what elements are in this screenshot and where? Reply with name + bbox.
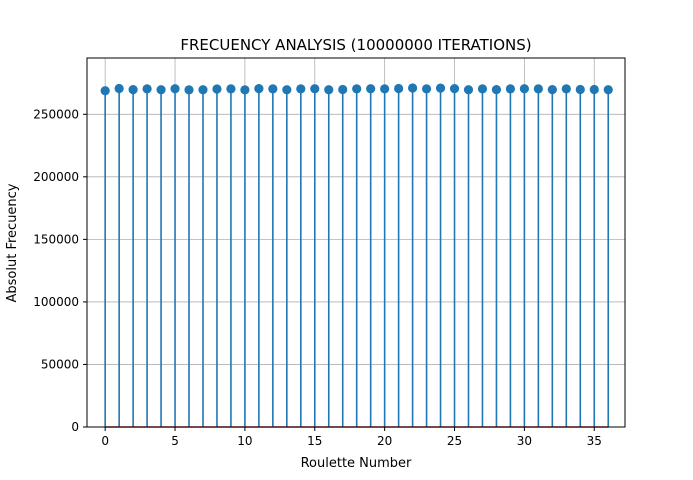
x-tick-label: 5 — [171, 434, 179, 448]
y-tick-label: 100000 — [33, 295, 79, 309]
x-tick-label: 25 — [447, 434, 462, 448]
stem-marker — [589, 84, 599, 95]
stem-marker — [170, 84, 180, 94]
stem-marker — [380, 84, 390, 94]
stem-marker — [114, 83, 124, 94]
stem-marker — [407, 83, 418, 93]
stem-marker — [184, 85, 194, 95]
stem-marker — [226, 84, 236, 94]
stem-marker — [324, 85, 334, 95]
stem-marker — [366, 84, 376, 94]
y-axis-title: Absolut Frecuency — [5, 183, 20, 302]
stem-marker — [268, 84, 278, 94]
stem-marker — [435, 83, 446, 93]
stem-marker — [575, 84, 585, 95]
plot-frame — [86, 57, 626, 428]
x-tick-label: 15 — [307, 434, 322, 448]
chart-title: FRECUENCY ANALYSIS (10000000 ITERATIONS) — [180, 36, 531, 54]
stem-marker — [491, 85, 502, 95]
stem-marker — [519, 84, 529, 94]
axis-ticks: 0 5 10 15 20 25 30 35 0 50000 100000 150000 200000 25… — [33, 107, 602, 448]
stem-marker — [240, 85, 250, 95]
stem-marker — [100, 86, 110, 96]
stem-series — [100, 83, 613, 428]
stem-marker — [296, 84, 306, 94]
stem-marker — [156, 85, 166, 95]
stem-marker — [533, 84, 543, 94]
stem-marker — [142, 84, 152, 94]
stem-marker — [198, 85, 208, 95]
stem-marker — [449, 84, 460, 94]
stem-marker — [352, 84, 362, 94]
stem-marker — [254, 84, 264, 94]
y-tick-label: 50000 — [41, 357, 79, 371]
stem-marker — [561, 84, 571, 94]
x-tick-label: 0 — [101, 434, 109, 448]
y-tick-label: 150000 — [33, 232, 79, 246]
stem-marker — [282, 85, 292, 95]
stem-marker — [421, 84, 432, 94]
x-tick-label: 35 — [587, 434, 602, 448]
stem-marker — [310, 84, 320, 94]
stem-marker — [128, 85, 138, 95]
stem-marker — [477, 84, 488, 94]
stem-marker — [603, 85, 613, 95]
stem-marker — [505, 84, 516, 94]
y-tick-label: 200000 — [33, 170, 79, 184]
stem-marker — [463, 85, 474, 95]
x-axis-title: Roulette Number — [301, 456, 412, 471]
stem-marker — [338, 84, 348, 95]
stem-marker — [212, 84, 222, 94]
x-tick-label: 30 — [517, 434, 532, 448]
y-tick-label: 250000 — [33, 107, 79, 121]
x-tick-label: 20 — [377, 434, 392, 448]
stem-marker — [547, 85, 557, 95]
stem-marker — [394, 83, 404, 94]
y-tick-label: 0 — [71, 420, 79, 434]
x-tick-label: 10 — [237, 434, 252, 448]
